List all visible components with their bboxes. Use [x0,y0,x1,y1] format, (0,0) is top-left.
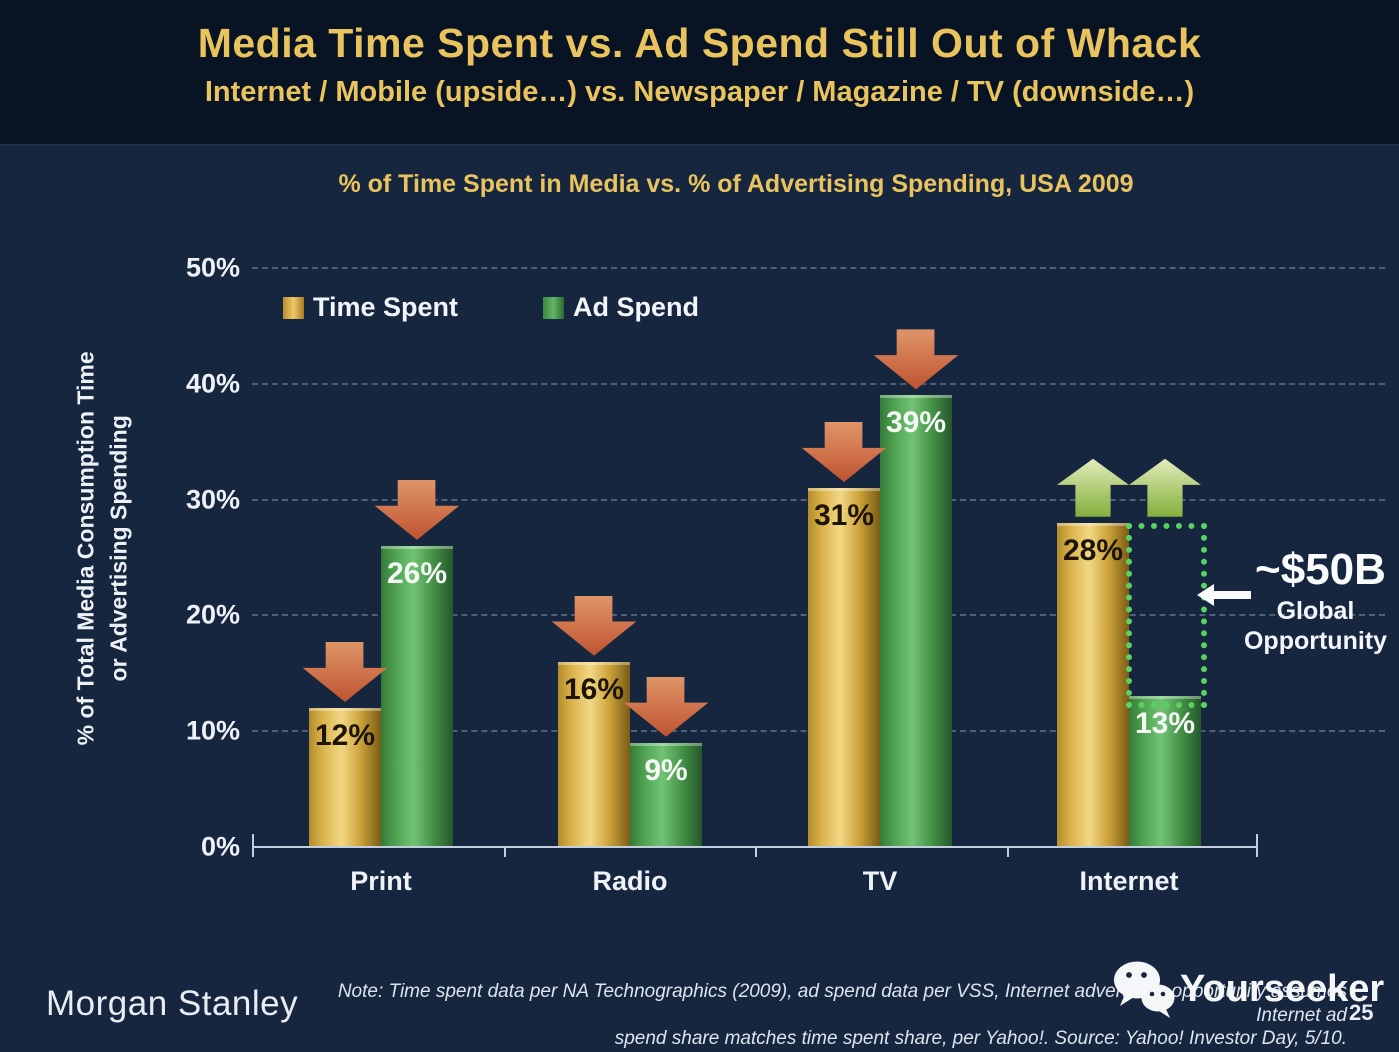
source-note-line2: spend share matches time spent share, pe… [614,1028,1347,1050]
down-arrow-icon-ad-spend-radio [623,676,709,737]
x-axis-line [252,846,1258,848]
legend-label-time-spent: Time Spent [313,292,459,322]
time-spent-swatch-icon [283,296,304,319]
category-label-print: Print [350,866,412,896]
header: Media Time Spent vs. Ad Spend Still Out … [0,0,1399,146]
y-tick-label-50: 50% [185,252,240,283]
down-arrow-icon-time-spent-print [302,642,388,703]
down-arrow-icon-time-spent-tv [801,422,887,483]
bar-ad-spend-internet [1129,696,1201,847]
value-label-time-spent-print: 12% [314,719,376,753]
x-axis-tick [755,848,757,857]
y-tick-label-20: 20% [185,599,240,630]
slide-subtitle: Internet / Mobile (upside…) vs. Newspape… [204,76,1195,108]
x-axis-corner-tick [1256,834,1258,846]
value-label-time-spent-tv: 31% [813,499,875,533]
morgan-stanley-logo: Morgan Stanley [46,984,299,1023]
down-arrow-icon-ad-spend-print [374,479,460,540]
bar-ad-spend-tv [880,395,952,847]
x-axis-tick [1256,848,1258,857]
bar-ad-spend-radio [630,742,702,847]
bar-time-spent-radio [558,661,630,847]
opportunity-line1: Global [1276,597,1355,625]
category-label-tv: TV [862,866,898,896]
opportunity-line2: Opportunity [1243,626,1388,655]
y-tick-label-0: 0% [200,831,240,862]
opportunity-dotted-box [1126,522,1207,709]
chart-title: % of Time Spent in Media vs. % of Advert… [338,170,1134,198]
bar-ad-spend-print [381,545,453,847]
gridline-50 [252,267,1385,269]
watermark-text: Yourseeker [1180,967,1385,1010]
x-axis-tick [252,848,254,857]
up-arrow-icon-time-spent-internet [1057,458,1129,517]
value-label-ad-spend-internet: 13% [1134,707,1196,741]
down-arrow-icon-time-spent-radio [551,595,637,656]
watermark: Yourseeker [1112,960,1384,1018]
opportunity-headline: ~$50B [1255,545,1386,594]
slide-title: Media Time Spent vs. Ad Spend Still Out … [197,20,1202,66]
legend-label-ad-spend: Ad Spend [573,292,699,322]
ad-spend-swatch-icon [543,296,564,319]
source-note-line1: Note: Time spent data per NA Technograph… [337,981,1347,1026]
legend-item-time-spent: Time Spent [283,292,458,323]
wechat-icon [1114,961,1175,1018]
value-label-ad-spend-print: 26% [386,556,448,590]
y-tick-label-40: 40% [185,368,240,399]
value-label-time-spent-internet: 28% [1062,533,1124,567]
up-arrow-icon-ad-spend-internet [1129,458,1201,517]
x-axis-tick [503,848,506,857]
bar-time-spent-print [309,708,381,847]
source-note: Note: Time spent data per NA Technograph… [285,980,1347,1051]
y-tick-label-10: 10% [185,715,240,746]
left-arrow-icon [1197,582,1251,613]
y-tick-label-30: 30% [185,484,240,515]
value-label-ad-spend-radio: 9% [644,753,688,787]
x-axis-corner-tick [252,834,254,846]
bar-time-spent-internet [1057,522,1129,847]
category-label-internet: Internet [1079,866,1179,896]
category-label-radio: Radio [592,866,668,896]
value-label-ad-spend-tv: 39% [885,406,947,440]
opportunity-sublabel: Global Opportunity [1232,597,1399,656]
down-arrow-icon-ad-spend-tv [873,329,959,390]
gridline-40 [252,382,1385,385]
page-number: 25 [1349,1000,1374,1025]
legend-item-ad-spend: Ad Spend [543,292,699,323]
value-label-time-spent-radio: 16% [563,672,625,706]
bar-time-spent-tv [808,488,880,847]
x-axis-tick [1006,848,1009,857]
